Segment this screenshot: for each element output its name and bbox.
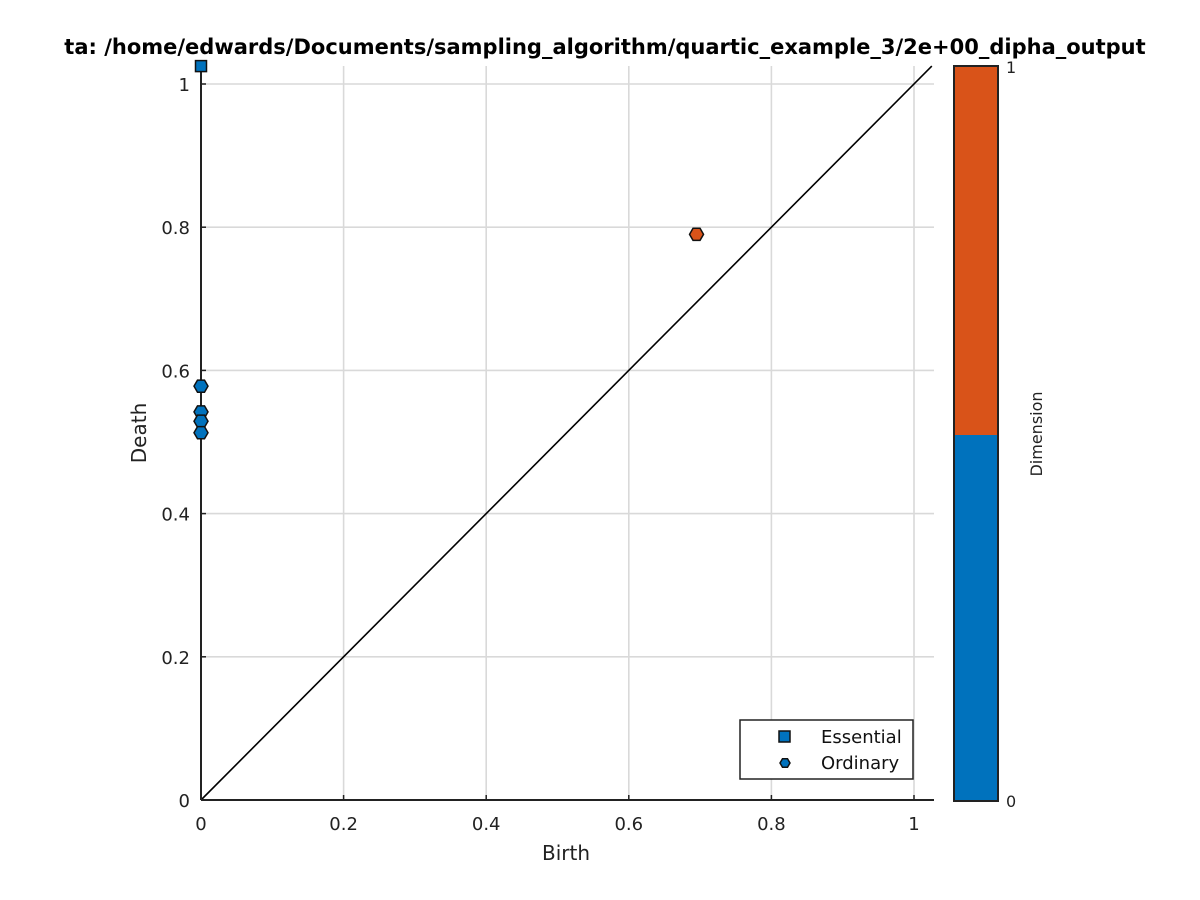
y-tick-label: 0 [179, 791, 190, 812]
colorbar-label: Dimension [1027, 391, 1046, 476]
x-tick-label: 1 [908, 814, 919, 835]
x-tick-label: 0.8 [757, 814, 786, 835]
point-essential [194, 59, 208, 73]
legend-hexagon-icon [779, 757, 791, 769]
point-ordinary [193, 379, 209, 393]
x-tick-label: 0.6 [614, 814, 643, 835]
colorbar: 1 0 Dimension [953, 58, 1046, 811]
colorbar-frame [953, 65, 999, 802]
x-tick-label: 0.2 [329, 814, 358, 835]
legend-label-essential: Essential [821, 727, 902, 748]
legend: Essential Ordinary [739, 719, 914, 780]
legend-box [739, 719, 914, 780]
y-tick-label: 0.8 [161, 218, 190, 239]
y-tick-label: 0.4 [161, 505, 190, 526]
colorbar-segment-dimension-1 [954, 66, 998, 435]
point-ordinary [688, 227, 705, 242]
colorbar-min-label: 0 [1006, 792, 1016, 811]
y-axis-label: Death [127, 403, 151, 463]
colorbar-max-label: 1 [1006, 58, 1016, 77]
colorbar-segment-dimension-0 [954, 435, 998, 801]
diagonal-line [200, 65, 933, 801]
data-points [193, 59, 705, 440]
y-tick-label: 1 [179, 75, 190, 96]
grid-lines [201, 66, 934, 800]
x-tick-label: 0 [195, 814, 206, 835]
chart-title: ta: /home/edwards/Documents/sampling_alg… [64, 35, 1145, 59]
legend-label-ordinary: Ordinary [821, 753, 900, 774]
x-tick-label: 0.4 [472, 814, 501, 835]
y-axis-ticks: 0 0.2 0.4 0.6 0.8 1 [161, 75, 206, 812]
y-tick-label: 0.2 [161, 648, 190, 669]
x-axis-ticks: 0 0.2 0.4 0.6 0.8 1 [195, 795, 920, 835]
x-axis-label: Birth [542, 841, 590, 865]
point-ordinary [193, 414, 209, 429]
legend-square-icon [778, 730, 791, 743]
y-tick-label: 0.6 [161, 361, 190, 382]
point-ordinary [193, 425, 209, 440]
